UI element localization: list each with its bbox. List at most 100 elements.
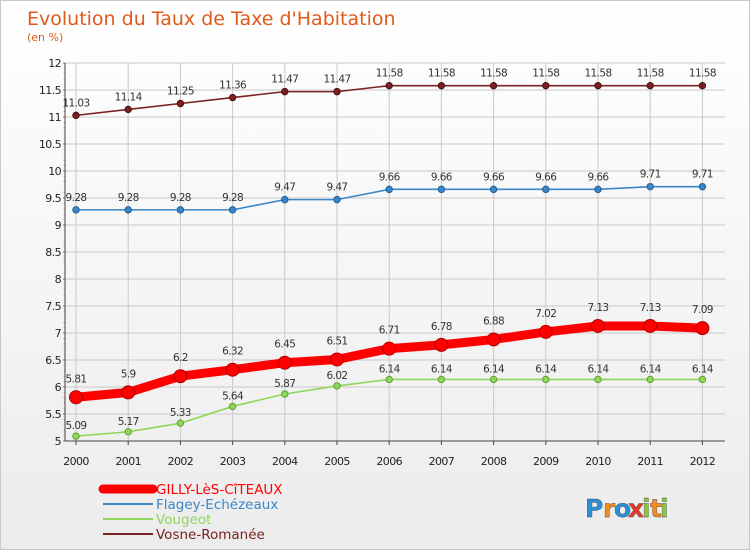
logo-letter: t bbox=[650, 494, 662, 523]
data-label: 9.66 bbox=[379, 171, 401, 183]
data-point bbox=[333, 195, 341, 204]
data-point bbox=[542, 375, 550, 384]
series-lines bbox=[69, 81, 710, 440]
data-point bbox=[124, 428, 132, 436]
data-point bbox=[437, 81, 446, 90]
data-point bbox=[695, 321, 710, 336]
x-tick-label: 2000 bbox=[63, 455, 89, 468]
data-label: 11.47 bbox=[271, 74, 298, 86]
data-label: 7.02 bbox=[535, 308, 556, 320]
x-tick-label: 2005 bbox=[324, 455, 350, 468]
logo-letter: o bbox=[614, 494, 631, 523]
data-point bbox=[594, 185, 602, 194]
y-tick-label: 6 bbox=[55, 381, 62, 394]
data-point bbox=[228, 93, 237, 102]
data-label: 9.28 bbox=[170, 192, 191, 204]
data-point bbox=[646, 375, 654, 384]
data-point bbox=[173, 369, 188, 384]
data-point bbox=[698, 182, 707, 191]
data-label: 11.58 bbox=[584, 68, 611, 80]
data-label: 7.13 bbox=[588, 302, 609, 314]
x-tick-label: 2004 bbox=[272, 455, 298, 468]
data-point bbox=[437, 185, 446, 194]
data-point bbox=[333, 382, 341, 390]
data-point bbox=[437, 375, 446, 384]
chart-subtitle: (en %) bbox=[27, 31, 63, 44]
data-label: 11.58 bbox=[532, 68, 559, 80]
data-label: 11.47 bbox=[323, 74, 350, 86]
data-point bbox=[538, 324, 553, 339]
data-label: 5.17 bbox=[118, 416, 139, 428]
data-point bbox=[385, 375, 393, 384]
data-label: 6.45 bbox=[274, 339, 295, 351]
data-point bbox=[385, 185, 393, 194]
axes: 5 5.5 6 6.5 7 7.5 8 8.5 9 9.5 10 10.5 11 11.5 12 2000 20… bbox=[39, 57, 725, 468]
y-tick-label: 7 bbox=[55, 327, 62, 340]
x-tick-label: 2010 bbox=[585, 455, 611, 468]
data-point bbox=[542, 185, 550, 194]
data-point bbox=[643, 318, 658, 333]
data-label: 11.58 bbox=[637, 68, 664, 80]
data-label: 6.88 bbox=[483, 315, 504, 327]
data-label: 5.64 bbox=[222, 390, 244, 402]
data-label: 6.2 bbox=[173, 352, 188, 364]
legend: GILLY-LèS-CîTEAUXFlagey-EchézeauxVougeot… bbox=[98, 482, 283, 543]
data-label: 11.58 bbox=[480, 68, 507, 80]
y-tick-label: 11 bbox=[48, 111, 61, 124]
data-point bbox=[176, 206, 185, 214]
data-label: 9.66 bbox=[431, 171, 453, 183]
logo-letter: r bbox=[603, 494, 616, 523]
data-point bbox=[489, 81, 498, 90]
data-label: 9.66 bbox=[588, 171, 610, 183]
y-tick-label: 12 bbox=[48, 57, 61, 70]
data-label: 9.47 bbox=[274, 182, 295, 194]
data-point bbox=[225, 362, 240, 377]
data-point bbox=[330, 352, 344, 367]
data-point bbox=[486, 332, 501, 347]
data-point bbox=[489, 375, 498, 384]
data-label: 6.02 bbox=[327, 370, 348, 382]
data-point bbox=[176, 99, 185, 108]
data-label: 6.14 bbox=[692, 363, 714, 375]
data-point bbox=[228, 402, 237, 411]
y-tick-label: 10.5 bbox=[39, 138, 62, 151]
data-point bbox=[124, 206, 132, 214]
data-label: 6.14 bbox=[379, 363, 401, 375]
y-tick-label: 9.5 bbox=[45, 192, 61, 205]
data-point bbox=[281, 195, 289, 204]
x-tick-label: 2007 bbox=[429, 455, 455, 468]
x-tick-label: 2002 bbox=[168, 455, 194, 468]
x-tick-label: 2003 bbox=[220, 455, 246, 468]
legend-label: Vougeot bbox=[156, 512, 211, 528]
data-point bbox=[121, 385, 136, 400]
data-point bbox=[434, 337, 449, 352]
data-label: 6.51 bbox=[327, 335, 348, 347]
data-label: 6.71 bbox=[379, 325, 400, 337]
data-point bbox=[281, 87, 289, 96]
legend-label: Flagey-Echézeaux bbox=[156, 497, 278, 513]
logo-letter: P bbox=[585, 494, 603, 523]
y-tick-label: 5.5 bbox=[45, 408, 61, 421]
data-point bbox=[72, 111, 80, 120]
data-point bbox=[382, 341, 397, 356]
data-point bbox=[72, 432, 80, 440]
legend-label: Vosne-Romanée bbox=[156, 527, 265, 543]
data-point bbox=[594, 375, 602, 384]
data-point bbox=[281, 390, 289, 398]
data-label: 9.28 bbox=[66, 192, 87, 204]
data-label: 5.9 bbox=[121, 368, 136, 380]
data-label: 11.36 bbox=[219, 80, 247, 92]
x-tick-label: 2012 bbox=[690, 455, 716, 468]
data-label: 6.78 bbox=[431, 321, 452, 333]
data-label: 9.28 bbox=[222, 192, 243, 204]
data-point bbox=[385, 81, 393, 90]
data-label: 6.14 bbox=[483, 363, 505, 375]
data-label: 11.58 bbox=[428, 68, 455, 80]
data-label: 11.58 bbox=[689, 68, 716, 80]
data-label: 7.09 bbox=[692, 304, 713, 316]
data-point bbox=[277, 355, 292, 370]
data-point bbox=[72, 206, 80, 214]
data-label: 6.14 bbox=[640, 363, 662, 375]
